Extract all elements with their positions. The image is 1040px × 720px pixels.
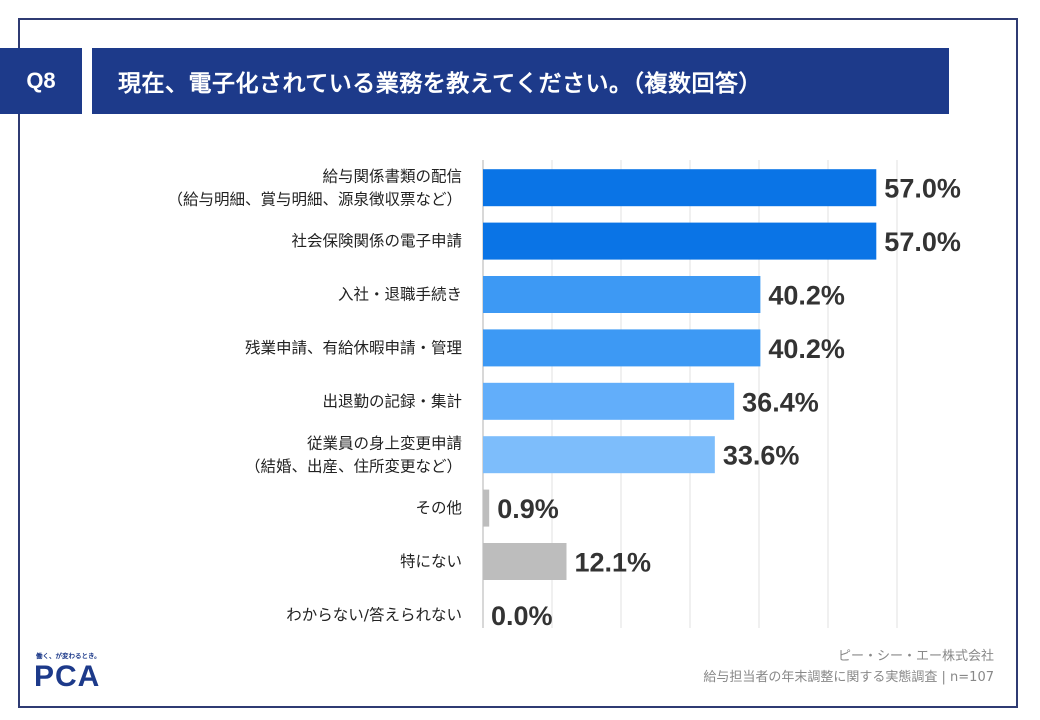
value-label: 36.4% — [742, 387, 819, 417]
bar — [483, 382, 735, 420]
category-label: わからない/答えられない — [286, 606, 462, 624]
bar — [483, 276, 761, 313]
logo-tagline: 働く、が変わるとき。 — [36, 652, 101, 660]
bar — [483, 329, 761, 367]
value-labels: 57.0% 57.0% 40.2% 40.2% 36.4% 33.6% 0.9% 12.1% 0… — [491, 174, 961, 631]
value-label: 40.2% — [768, 281, 845, 311]
value-label: 57.0% — [884, 174, 961, 204]
bar — [483, 169, 877, 207]
value-label: 40.2% — [768, 334, 845, 364]
category-label: 出退勤の記録・集計 — [322, 392, 462, 410]
value-label: 0.0% — [491, 601, 553, 631]
question-number-badge: Q8 — [0, 48, 82, 114]
value-label: 0.9% — [497, 494, 559, 524]
value-label: 33.6% — [723, 441, 800, 471]
category-label: その他 — [415, 499, 462, 517]
source-survey: 給与担当者の年末調整に関する実態調査 | n=107 — [703, 670, 994, 685]
chart-frame — [18, 18, 1018, 708]
pca-logo: PCA — [34, 660, 100, 690]
value-label: 57.0% — [884, 227, 961, 257]
source-company: ピー・シー・エー株式会社 — [837, 649, 994, 664]
value-label: 12.1% — [574, 548, 651, 578]
category-label: 社会保険関係の電子申請 — [291, 232, 462, 250]
source-note: ピー・シー・エー株式会社 給与担当者の年末調整に関する実態調査 | n=107 — [703, 646, 994, 688]
category-labels: 給与関係書類の配信 （給与明細、賞与明細、源泉徴収票など） 社会保険関係の電子申請入… — [167, 168, 462, 624]
bar — [483, 222, 877, 260]
bar — [483, 436, 715, 474]
bars — [483, 169, 877, 580]
category-label: 入社・退職手続き — [338, 286, 462, 304]
category-label: 給与関係書類の配信 — [322, 168, 462, 186]
category-label: 特にない — [400, 553, 462, 571]
category-label: （結婚、出産、住所変更など） — [245, 458, 462, 476]
chart-title: 現在、電子化されている業務を教えてください。（複数回答） — [92, 48, 949, 114]
logo-text: PCA — [34, 660, 100, 690]
category-label: （給与明細、賞与明細、源泉徴収票など） — [167, 191, 462, 209]
category-label: 従業員の身上変更申請 — [307, 435, 462, 453]
bar — [483, 489, 490, 527]
category-label: 残業申請、有給休暇申請・管理 — [245, 339, 462, 357]
bar — [483, 543, 567, 580]
